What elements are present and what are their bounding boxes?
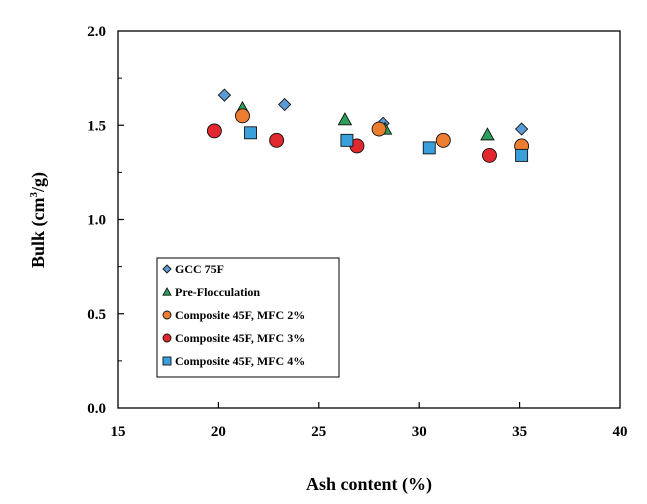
data-point (340, 133, 354, 147)
y-axis-title-sup: 3 (28, 191, 40, 197)
legend-marker (162, 333, 172, 343)
y-tick-label: 0.5 (87, 307, 106, 323)
y-axis-title-tail: /g) (28, 172, 49, 193)
x-tick-label: 40 (613, 424, 628, 440)
legend-marker (162, 310, 172, 320)
legend-label: Composite 45F, MFC 4% (175, 354, 305, 368)
legend-label: GCC 75F (175, 262, 224, 276)
series-3 (206, 123, 497, 163)
data-points (206, 88, 530, 163)
data-point (235, 108, 250, 124)
x-tick-label: 15 (111, 424, 126, 440)
y-tick-label: 1.5 (87, 118, 106, 134)
data-point (278, 97, 292, 112)
x-tick-label: 20 (211, 424, 226, 440)
data-point (206, 123, 222, 139)
y-axis-title: Bulk (cm3/g) (28, 172, 49, 268)
data-point (422, 141, 436, 155)
legend-label: Pre-Flocculation (175, 285, 260, 299)
y-tick-label: 2.0 (87, 24, 106, 40)
data-point (244, 126, 257, 140)
data-point (480, 127, 495, 141)
legend-marker (162, 264, 172, 274)
legend-label: Composite 45F, MFC 3% (175, 331, 305, 345)
legend-marker (162, 287, 172, 296)
x-tick-label: 35 (512, 424, 527, 440)
data-point (269, 132, 285, 148)
y-tick-label: 1.0 (87, 213, 106, 229)
x-axis-title: Ash content (%) (306, 474, 432, 495)
data-point (515, 148, 529, 162)
data-point (514, 122, 529, 136)
y-tick-label: 0.0 (87, 401, 106, 417)
data-point (217, 88, 232, 102)
y-axis-title-base: Bulk (cm (28, 197, 49, 268)
tick-labels: 15 20 25 30 35 40 0.0 0.5 1.0 1.5 2.0 (87, 24, 627, 440)
legend-label: Composite 45F, MFC 2% (175, 308, 305, 322)
legend-marker (162, 356, 172, 366)
data-point (371, 121, 387, 137)
axis-ticks (118, 77, 521, 408)
legend-box (156, 257, 340, 378)
data-point (337, 112, 353, 126)
data-point (435, 132, 451, 148)
x-tick-label: 30 (412, 424, 427, 440)
data-point (482, 147, 497, 163)
x-tick-label: 25 (311, 424, 326, 440)
legend: GCC 75F Pre-Flocculation Composite 45F, MF… (156, 257, 340, 378)
series-4 (244, 126, 529, 162)
